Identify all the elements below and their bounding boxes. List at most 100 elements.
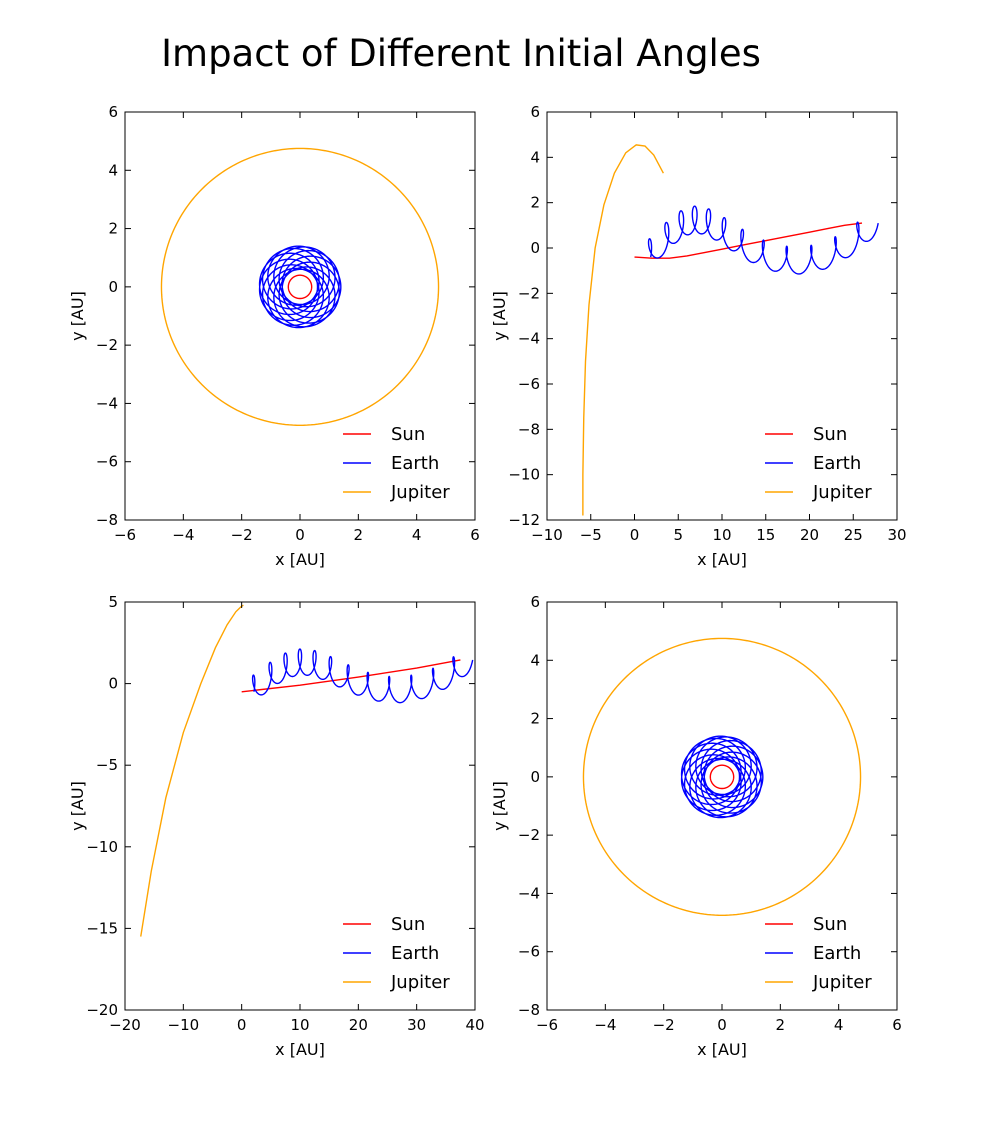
legend: Sun Earth Jupiter bbox=[343, 424, 450, 503]
x-tick-label: −2 bbox=[231, 526, 253, 544]
y-tick-label: −15 bbox=[86, 919, 118, 937]
y-tick-label: −2 bbox=[96, 336, 118, 354]
y-tick-label: −6 bbox=[518, 943, 540, 961]
y-tick-label: 0 bbox=[108, 675, 118, 693]
x-tick-label: 4 bbox=[834, 1016, 844, 1034]
y-tick-label: 4 bbox=[530, 651, 540, 669]
y-tick-label: −8 bbox=[96, 511, 118, 529]
x-tick-label: 40 bbox=[465, 1016, 484, 1034]
subplot-3: −20 −10 0 10 20 30 40 −20 −15 −10 −5 0 5 x [AU] y [AU]… bbox=[68, 593, 485, 1059]
y-axis-label: y [AU] bbox=[68, 291, 87, 341]
series-sun-line bbox=[287, 274, 313, 300]
series-jupiter-line bbox=[582, 144, 664, 516]
y-tick-label: −4 bbox=[96, 394, 118, 412]
series-earth-line bbox=[680, 735, 764, 819]
y-tick-label: 0 bbox=[108, 278, 118, 296]
y-tick-label: 2 bbox=[108, 220, 118, 238]
x-tick-label: 10 bbox=[290, 1016, 309, 1034]
x-tick-label: −6 bbox=[536, 1016, 558, 1034]
y-axis-label: y [AU] bbox=[490, 291, 509, 341]
legend-label-earth: Earth bbox=[813, 453, 861, 474]
x-axis-label: x [AU] bbox=[275, 550, 325, 569]
series-jupiter-line bbox=[160, 147, 440, 426]
x-tick-label: −4 bbox=[172, 526, 194, 544]
y-tick-label: −10 bbox=[508, 466, 540, 484]
x-tick-label: −6 bbox=[114, 526, 136, 544]
y-tick-label: −8 bbox=[518, 420, 540, 438]
y-tick-label: 6 bbox=[108, 103, 118, 121]
y-tick-label: −8 bbox=[518, 1001, 540, 1019]
x-tick-label: 20 bbox=[800, 526, 819, 544]
series-sun-line bbox=[709, 764, 735, 790]
legend-label-sun: Sun bbox=[391, 914, 425, 935]
series-earth-line bbox=[251, 648, 474, 704]
plot-area bbox=[160, 147, 440, 426]
y-tick-label: −6 bbox=[518, 375, 540, 393]
x-tick-label: 30 bbox=[887, 526, 906, 544]
y-tick-label: −5 bbox=[96, 756, 118, 774]
x-tick-label: −4 bbox=[594, 1016, 616, 1034]
x-tick-label: 0 bbox=[717, 1016, 727, 1034]
y-tick-label: −10 bbox=[86, 838, 118, 856]
x-tick-label: 0 bbox=[295, 526, 305, 544]
legend-label-earth: Earth bbox=[391, 943, 439, 964]
x-tick-label: 25 bbox=[844, 526, 863, 544]
legend: Sun Earth Jupiter bbox=[765, 424, 872, 503]
x-tick-label: −20 bbox=[109, 1016, 141, 1034]
legend-label-jupiter: Jupiter bbox=[812, 482, 872, 503]
y-tick-label: 0 bbox=[530, 768, 540, 786]
legend-label-sun: Sun bbox=[813, 914, 847, 935]
x-tick-label: 20 bbox=[349, 1016, 368, 1034]
x-tick-label: −10 bbox=[168, 1016, 200, 1034]
x-tick-label: 4 bbox=[412, 526, 422, 544]
y-tick-label: 4 bbox=[530, 148, 540, 166]
legend-label-jupiter: Jupiter bbox=[812, 972, 872, 993]
x-tick-label: 30 bbox=[407, 1016, 426, 1034]
x-tick-label: 0 bbox=[630, 526, 640, 544]
y-tick-label: 4 bbox=[108, 161, 118, 179]
x-tick-label: 5 bbox=[673, 526, 683, 544]
x-axis-label: x [AU] bbox=[275, 1040, 325, 1059]
legend-label-earth: Earth bbox=[391, 453, 439, 474]
legend-label-jupiter: Jupiter bbox=[390, 972, 450, 993]
legend-label-earth: Earth bbox=[813, 943, 861, 964]
series-sun-line bbox=[634, 222, 863, 259]
legend: Sun Earth Jupiter bbox=[343, 914, 450, 993]
y-tick-label: 6 bbox=[530, 103, 540, 121]
plot-area bbox=[582, 144, 879, 516]
y-tick-label: 6 bbox=[530, 593, 540, 611]
legend-label-sun: Sun bbox=[813, 424, 847, 445]
series-earth-line bbox=[647, 205, 879, 275]
legend: Sun Earth Jupiter bbox=[765, 914, 872, 993]
y-tick-label: 5 bbox=[108, 593, 118, 611]
x-tick-label: 2 bbox=[776, 1016, 786, 1034]
plot-area bbox=[140, 604, 474, 937]
y-tick-label: −4 bbox=[518, 330, 540, 348]
x-tick-label: 6 bbox=[892, 1016, 902, 1034]
x-tick-label: −5 bbox=[580, 526, 602, 544]
y-axis-label: y [AU] bbox=[68, 781, 87, 831]
x-tick-label: 10 bbox=[712, 526, 731, 544]
x-tick-label: −2 bbox=[653, 1016, 675, 1034]
y-tick-label: −20 bbox=[86, 1001, 118, 1019]
x-tick-label: 0 bbox=[237, 1016, 247, 1034]
y-tick-label: −2 bbox=[518, 826, 540, 844]
x-tick-label: 2 bbox=[354, 526, 364, 544]
y-tick-label: −12 bbox=[508, 511, 540, 529]
y-tick-label: 2 bbox=[530, 194, 540, 212]
y-tick-label: −6 bbox=[96, 453, 118, 471]
series-jupiter-line bbox=[140, 604, 244, 937]
y-tick-label: −4 bbox=[518, 884, 540, 902]
plot-area bbox=[582, 637, 862, 916]
series-earth-line bbox=[258, 245, 342, 329]
x-axis-label: x [AU] bbox=[697, 1040, 747, 1059]
x-tick-label: 6 bbox=[470, 526, 480, 544]
x-axis-label: x [AU] bbox=[697, 550, 747, 569]
y-tick-label: 2 bbox=[530, 710, 540, 728]
figure-title: Impact of Different Initial Angles bbox=[161, 32, 761, 75]
